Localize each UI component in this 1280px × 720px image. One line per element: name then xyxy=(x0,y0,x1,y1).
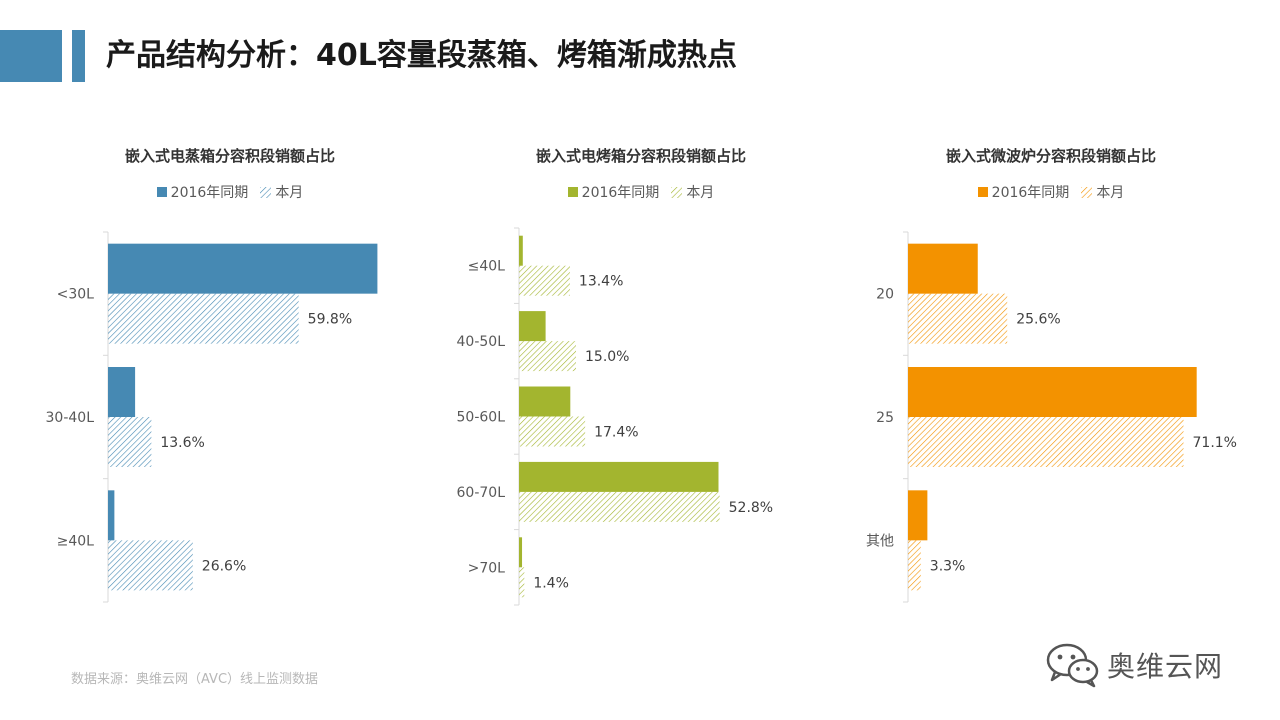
page-title: 产品结构分析：40L容量段蒸箱、烤箱渐成热点 xyxy=(106,38,737,73)
bar-prior xyxy=(519,461,719,492)
plot-area: ≤40L 13.4% 40-50L 15.0% 50-60L 17.4% 60-70L 52.… xyxy=(457,227,773,606)
data-label: 59.8% xyxy=(308,312,352,328)
wechat-icon xyxy=(1046,643,1099,688)
bar-prior xyxy=(519,386,571,417)
category-label: 40-50L xyxy=(457,334,506,350)
category-label: 其他 xyxy=(866,533,894,549)
plot-area: 20 25.6% 25 71.1% 其他 3.3% xyxy=(866,231,1237,603)
legend-label-current: 本月 xyxy=(1096,185,1125,201)
category-label: 25 xyxy=(876,410,894,426)
data-label: 52.8% xyxy=(729,500,773,516)
bar-prior xyxy=(519,537,523,568)
bar-prior xyxy=(108,367,136,417)
chart-electric-oven: 嵌入式电烤箱分容积段销额占比 2016年同期 本月 ≤40L 13.4% 40-50… xyxy=(412,130,832,610)
bar-current xyxy=(908,293,1008,344)
bar-prior xyxy=(108,490,115,541)
legend-label-current: 本月 xyxy=(686,185,715,201)
legend-swatch-solid xyxy=(156,187,167,197)
legend-label-prior: 2016年同期 xyxy=(991,185,1070,201)
category-label: <30L xyxy=(57,287,95,303)
chart-steam-oven: 嵌入式电蒸箱分容积段销额占比 2016年同期 本月 <30L 59.8% 30-40… xyxy=(0,130,420,610)
bar-prior xyxy=(908,367,1197,417)
category-label: >70L xyxy=(468,560,506,576)
category-label: 30-40L xyxy=(46,410,95,426)
legend-item-current: 本月 xyxy=(1081,182,1124,202)
source-note: 数据来源：奥维云网（AVC）线上监测数据 xyxy=(71,672,319,687)
category-label: 60-70L xyxy=(457,485,506,501)
legend-item-current: 本月 xyxy=(260,182,303,202)
bar-current xyxy=(519,265,570,296)
chart-title: 嵌入式微波炉分容积段销额占比 xyxy=(945,147,1156,165)
watermark-text: 奥维云网 xyxy=(1107,650,1224,683)
legend-item-prior: 2016年同期 xyxy=(567,182,660,202)
data-label: 26.6% xyxy=(202,558,246,574)
title-accent-block xyxy=(0,30,62,82)
data-label: 1.4% xyxy=(533,575,569,591)
legend-label-current: 本月 xyxy=(275,185,304,201)
title-accent-bar xyxy=(72,30,85,82)
category-label: 20 xyxy=(876,287,894,303)
legend-swatch-solid xyxy=(567,187,578,197)
bar-current xyxy=(519,341,576,372)
data-label: 13.4% xyxy=(579,274,623,290)
category-label: 50-60L xyxy=(457,410,506,426)
bar-current xyxy=(519,416,586,447)
plot-area: <30L 59.8% 30-40L 13.6% ≥40L 26.6% xyxy=(46,231,378,603)
legend-swatch-hatched xyxy=(260,186,272,198)
bar-prior xyxy=(908,243,978,294)
data-label: 15.0% xyxy=(585,349,629,365)
bar-current xyxy=(108,417,152,467)
legend-swatch-hatched xyxy=(1081,186,1093,198)
data-label: 17.4% xyxy=(594,425,638,441)
bar-current xyxy=(908,540,921,591)
bar-current xyxy=(108,293,299,344)
bar-prior xyxy=(108,243,378,294)
bar-prior xyxy=(908,490,928,541)
chart-title: 嵌入式电烤箱分容积段销额占比 xyxy=(535,147,746,165)
chart-title: 嵌入式电蒸箱分容积段销额占比 xyxy=(124,147,335,165)
chart-microwave: 嵌入式微波炉分容积段销额占比 2016年同期 本月 20 25.6% 25 71.1%… xyxy=(800,130,1237,610)
legend-label-prior: 2016年同期 xyxy=(170,185,249,201)
chart-legend: 2016年同期 本月 xyxy=(491,182,791,202)
legend-swatch-solid xyxy=(977,187,988,197)
bar-current xyxy=(908,417,1184,467)
bar-current xyxy=(108,540,193,591)
category-label: ≥40L xyxy=(57,533,95,549)
data-label: 25.6% xyxy=(1016,312,1060,328)
bar-prior xyxy=(519,311,546,342)
bar-current xyxy=(519,567,525,598)
legend-label-prior: 2016年同期 xyxy=(581,185,660,201)
bar-current xyxy=(519,491,720,522)
data-label: 13.6% xyxy=(160,435,204,451)
data-label: 3.3% xyxy=(930,558,966,574)
data-label: 71.1% xyxy=(1193,435,1237,451)
bar-prior xyxy=(519,235,523,266)
chart-legend: 2016年同期 本月 xyxy=(80,182,380,202)
legend-item-prior: 2016年同期 xyxy=(977,182,1070,202)
watermark: 奥维云网 xyxy=(1045,640,1223,690)
chart-legend: 2016年同期 本月 xyxy=(901,182,1201,202)
category-label: ≤40L xyxy=(468,259,506,275)
legend-swatch-hatched xyxy=(671,186,683,198)
legend-item-current: 本月 xyxy=(671,182,714,202)
legend-item-prior: 2016年同期 xyxy=(156,182,249,202)
